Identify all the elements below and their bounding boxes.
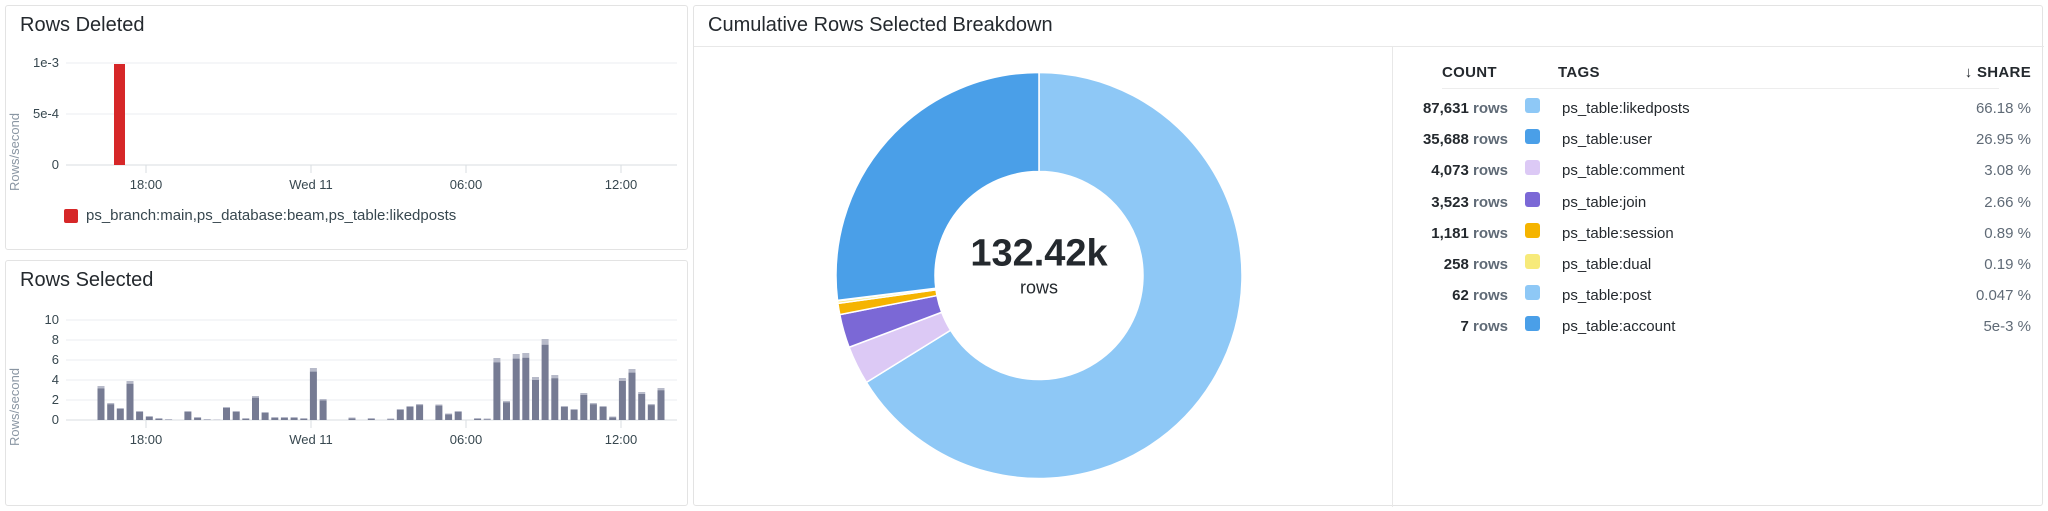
svg-text:06:00: 06:00 xyxy=(450,177,483,192)
svg-text:18:00: 18:00 xyxy=(130,432,163,447)
svg-text:8: 8 xyxy=(52,332,59,347)
svg-text:5e-4: 5e-4 xyxy=(33,106,59,121)
svg-text:10: 10 xyxy=(45,312,59,327)
svg-text:Wed 11: Wed 11 xyxy=(289,177,333,192)
svg-text:18:00: 18:00 xyxy=(130,177,163,192)
svg-text:4: 4 xyxy=(52,372,59,387)
svg-text:06:00: 06:00 xyxy=(450,432,483,447)
svg-text:0: 0 xyxy=(52,157,59,172)
svg-text:12:00: 12:00 xyxy=(605,177,638,192)
svg-text:6: 6 xyxy=(52,352,59,367)
svg-text:0: 0 xyxy=(52,412,59,427)
svg-text:12:00: 12:00 xyxy=(605,432,638,447)
svg-text:1e-3: 1e-3 xyxy=(33,55,59,70)
svg-text:Wed 11: Wed 11 xyxy=(289,432,333,447)
svg-text:2: 2 xyxy=(52,392,59,407)
